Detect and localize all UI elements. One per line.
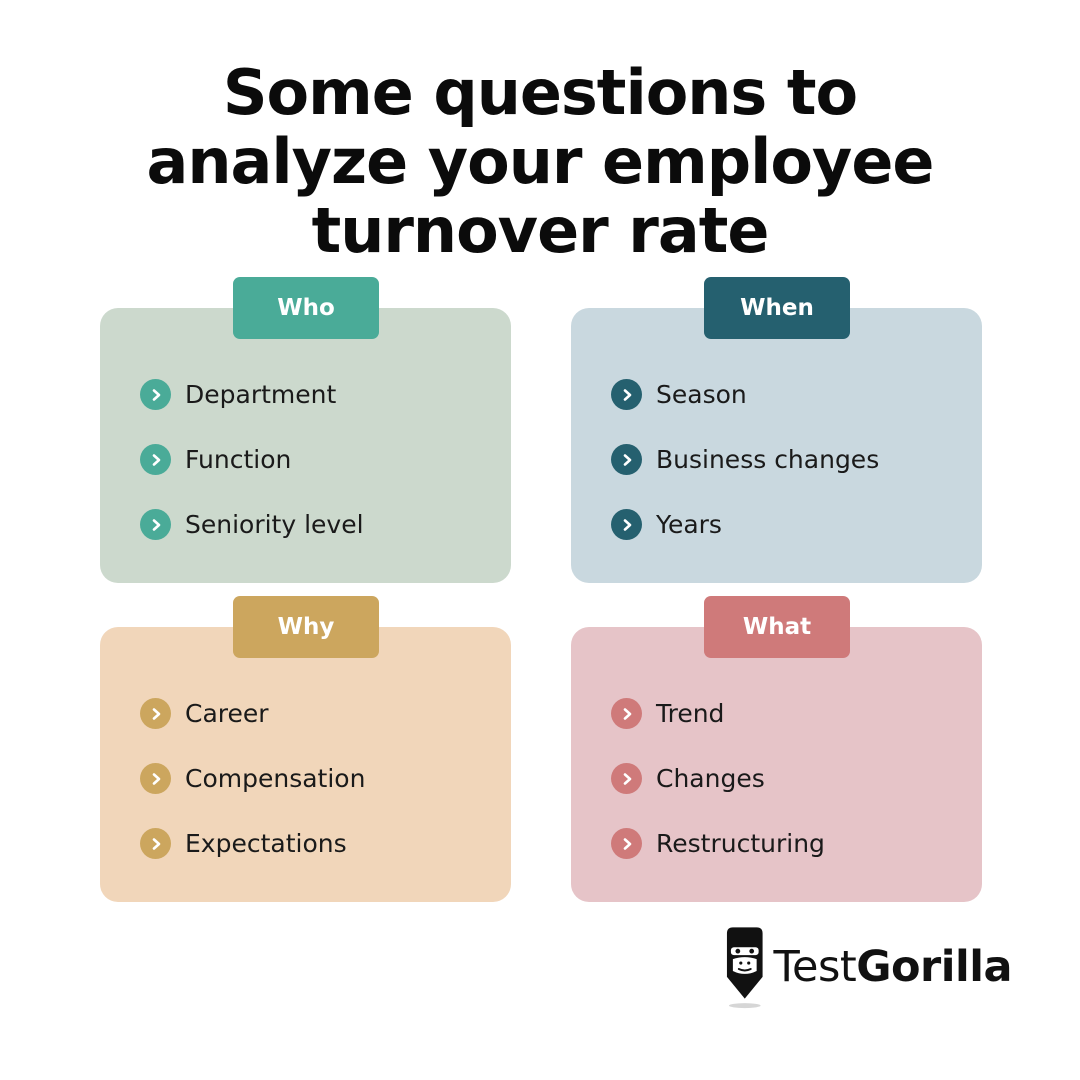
card-why-list: Career Compensation Expectations (140, 681, 365, 876)
chevron-right-icon (140, 828, 171, 859)
list-item-label: Season (656, 380, 747, 409)
chevron-right-icon (140, 763, 171, 794)
title-line-2: analyze your employee (146, 125, 935, 198)
gorilla-icon (726, 927, 763, 1009)
chevron-right-icon (611, 698, 642, 729)
list-item: Function (140, 427, 364, 492)
card-who: Who Department Function Seniority level (100, 277, 511, 583)
chevron-right-icon (611, 444, 642, 475)
testgorilla-logo: TestGorilla (722, 922, 1012, 1012)
list-item: Business changes (611, 427, 879, 492)
list-item: Trend (611, 681, 825, 746)
list-item-label: Career (185, 699, 269, 728)
card-who-tag: Who (233, 277, 379, 339)
logo-wordmark: TestGorilla (773, 942, 1013, 992)
list-item: Department (140, 362, 364, 427)
page-title: Some questions to analyze your employee … (40, 58, 1040, 265)
list-item: Expectations (140, 811, 365, 876)
list-item: Changes (611, 746, 825, 811)
card-who-list: Department Function Seniority level (140, 362, 364, 557)
card-why: Why Career Compensation Expectations (100, 596, 511, 902)
card-what: What Trend Changes Restructuring (571, 596, 982, 902)
card-what-tag: What (704, 596, 850, 658)
chevron-right-icon (611, 763, 642, 794)
list-item: Compensation (140, 746, 365, 811)
list-item: Restructuring (611, 811, 825, 876)
chevron-right-icon (140, 509, 171, 540)
list-item-label: Restructuring (656, 829, 825, 858)
list-item: Seniority level (140, 492, 364, 557)
list-item-label: Trend (656, 699, 725, 728)
card-why-tag: Why (233, 596, 379, 658)
logo-word-test: Test (773, 942, 857, 992)
logo-word-gorilla: Gorilla (856, 942, 1012, 992)
card-what-list: Trend Changes Restructuring (611, 681, 825, 876)
chevron-right-icon (611, 828, 642, 859)
chevron-right-icon (611, 509, 642, 540)
list-item-label: Expectations (185, 829, 347, 858)
list-item: Career (140, 681, 365, 746)
card-when: When Season Business changes Years (571, 277, 982, 583)
card-when-tag: When (704, 277, 850, 339)
list-item-label: Years (656, 510, 722, 539)
title-line-1: Some questions to (222, 56, 858, 129)
list-item-label: Seniority level (185, 510, 364, 539)
list-item-label: Compensation (185, 764, 366, 793)
card-when-list: Season Business changes Years (611, 362, 879, 557)
chevron-right-icon (611, 379, 642, 410)
list-item-label: Business changes (656, 445, 880, 474)
chevron-right-icon (140, 379, 171, 410)
list-item: Season (611, 362, 879, 427)
chevron-right-icon (140, 444, 171, 475)
list-item-label: Department (185, 380, 337, 409)
list-item-label: Changes (656, 764, 765, 793)
list-item: Years (611, 492, 879, 557)
chevron-right-icon (140, 698, 171, 729)
title-line-3: turnover rate (311, 194, 770, 267)
list-item-label: Function (185, 445, 292, 474)
